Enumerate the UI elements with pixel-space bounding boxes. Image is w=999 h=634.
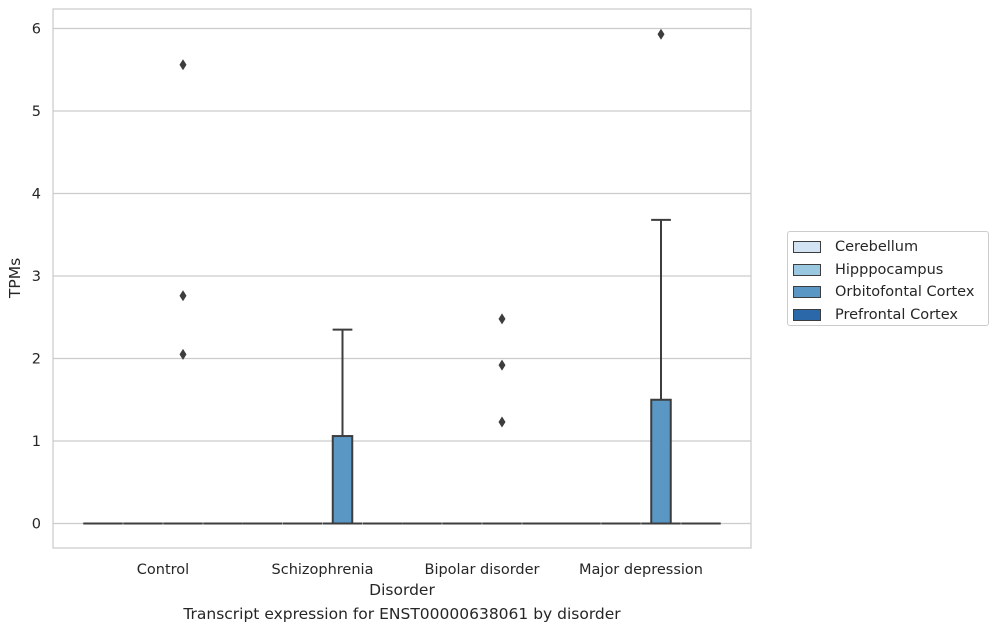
outlier-point [657,28,665,40]
y-tick-label: 4 [32,187,41,203]
box-control-2 [163,59,203,525]
box-major-depression-2 [641,28,681,525]
y-tick-label: 1 [32,434,41,450]
chart-title: Transcript expression for ENST0000063806… [183,605,621,623]
box-bipolar-disorder-2 [482,313,522,525]
y-tick-label: 3 [32,269,41,285]
outlier-point [179,59,187,71]
legend-item-prefrontal-cortex: Prefrontal Cortex [793,304,988,327]
legend-swatch [793,241,821,254]
legend-label: Cerebellum [835,239,919,256]
gridlines [53,27,751,525]
x-tick-labels: Control Schizophrenia Bipolar disorder Majo… [137,562,703,578]
outlier-point [498,416,506,428]
x-axis-label: Disorder [369,581,435,599]
outlier-point [498,313,506,325]
box-schizophrenia-2 [322,328,363,525]
outlier-point [179,290,187,302]
y-tick-label: 0 [32,517,41,533]
y-tick-label: 2 [32,352,41,368]
legend-swatch [793,308,821,321]
x-tick-label: Bipolar disorder [425,562,540,578]
legend-item-cerebellum: Cerebellum [793,236,988,259]
legend-swatch [793,263,821,276]
box-body [331,435,354,525]
legend-swatch [793,286,821,299]
legend: Cerebellum Hipppocampus Orbitofontal Cor… [787,231,989,326]
y-axis-label: TPMs [6,258,24,299]
x-tick-label: Schizophrenia [272,562,374,578]
legend-label: Orbitofontal Cortex [835,284,975,301]
plot-frame [52,8,752,549]
x-tick-label: Control [137,562,189,578]
legend-item-orbitofrontal-cortex: Orbitofontal Cortex [793,281,988,304]
x-tick-label: Major depression [579,562,703,578]
outlier-point [179,348,187,360]
legend-item-hippocampus: Hipppocampus [793,259,988,282]
boxes [83,28,721,525]
y-tick-label: 6 [32,22,41,38]
legend-label: Hipppocampus [835,261,944,278]
y-tick-labels: 0 1 2 3 4 5 6 [32,22,41,533]
box-body [650,398,672,525]
y-tick-label: 5 [32,104,41,120]
outlier-point [498,359,506,371]
legend-label: Prefrontal Cortex [835,306,958,323]
